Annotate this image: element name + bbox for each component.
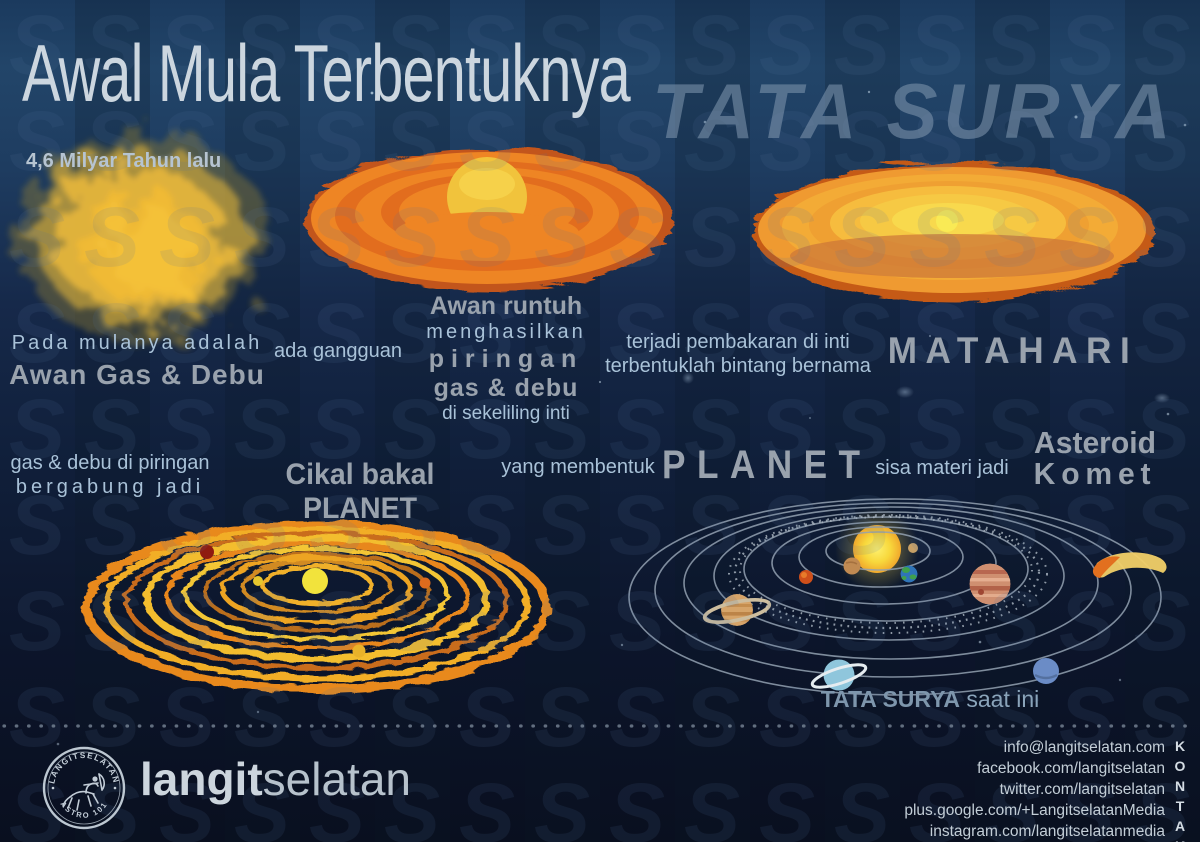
label-komet: Komet <box>1033 456 1157 491</box>
brand-light: selatan <box>262 753 412 805</box>
label-planet: PLANET <box>662 443 872 487</box>
big-title-tata-surya: TATA SURYA <box>652 67 1177 155</box>
caption-gas-dust-cloud: Pada mulanya adalah Awan Gas & Debu <box>0 332 274 391</box>
caption-sisa-materi: sisa materi jadi <box>875 457 1009 479</box>
label-matahari: MATAHARI <box>887 330 1139 371</box>
centaur-archer-figure <box>62 773 106 811</box>
caption-disturbance: ada gangguan <box>274 340 402 362</box>
caption-line: terbentuklah bintang bernama <box>605 354 871 377</box>
caption-rest: saat ini <box>966 686 1040 712</box>
caption-line: menghasilkan <box>426 321 586 343</box>
contact-twitter: twitter.com/langitselatan <box>999 781 1165 798</box>
contact-instagram: instagram.com/langitselatanmedia <box>929 823 1165 840</box>
caption-yang-membentuk: yang membentuk <box>501 456 655 478</box>
brand-bold: langit <box>140 753 263 805</box>
caption-line: bergabung jadi <box>15 475 205 498</box>
brand-wordmark: langitselatan <box>140 752 411 806</box>
caption-collapse: Awan runtuh menghasilkan piringan gas & … <box>394 292 618 425</box>
caption-bold: TATA SURYA <box>820 686 960 712</box>
caption-line: terjadi pembakaran di inti <box>626 331 850 353</box>
caption-bold: Awan Gas & Debu <box>9 358 265 390</box>
contact-facebook: facebook.com/langitselatan <box>977 760 1165 777</box>
subtitle-age: 4,6 Milyar Tahun lalu <box>26 150 222 172</box>
caption-tata-surya-now: TATA SURYA saat ini <box>770 686 1090 713</box>
caption-sun-ignition: terjadi pembakaran di inti terbentuklah … <box>600 331 876 378</box>
kontak-vertical-label: KONTAK <box>1172 738 1188 842</box>
caption-line: gas & debu di piringan <box>10 452 210 474</box>
label-asteroid: Asteroid <box>1034 425 1156 460</box>
contact-list: info@langitselatan.com facebook.com/lang… <box>840 737 1165 842</box>
caption-bold: gas & debu <box>433 373 579 402</box>
page-title: Awal Mula Terbentuknya <box>22 29 631 119</box>
caption-protoplanets: gas & debu di piringan bergabung jadi <box>6 452 214 499</box>
caption-line: di sekeliling inti <box>442 402 570 424</box>
caption-bold: piringan <box>428 344 584 373</box>
contact-email: info@langitselatan.com <box>1003 739 1165 756</box>
label-cikal-bakal-planet: Cikal bakal PLANET <box>285 458 435 525</box>
caption-bold: Awan runtuh <box>429 292 583 320</box>
caption-line: Pada mulanya adalah <box>11 332 263 354</box>
label-asteroid-komet: Asteroid Komet <box>1020 427 1169 489</box>
contact-googleplus: plus.google.com/+LangitselatanMedia <box>904 802 1165 819</box>
